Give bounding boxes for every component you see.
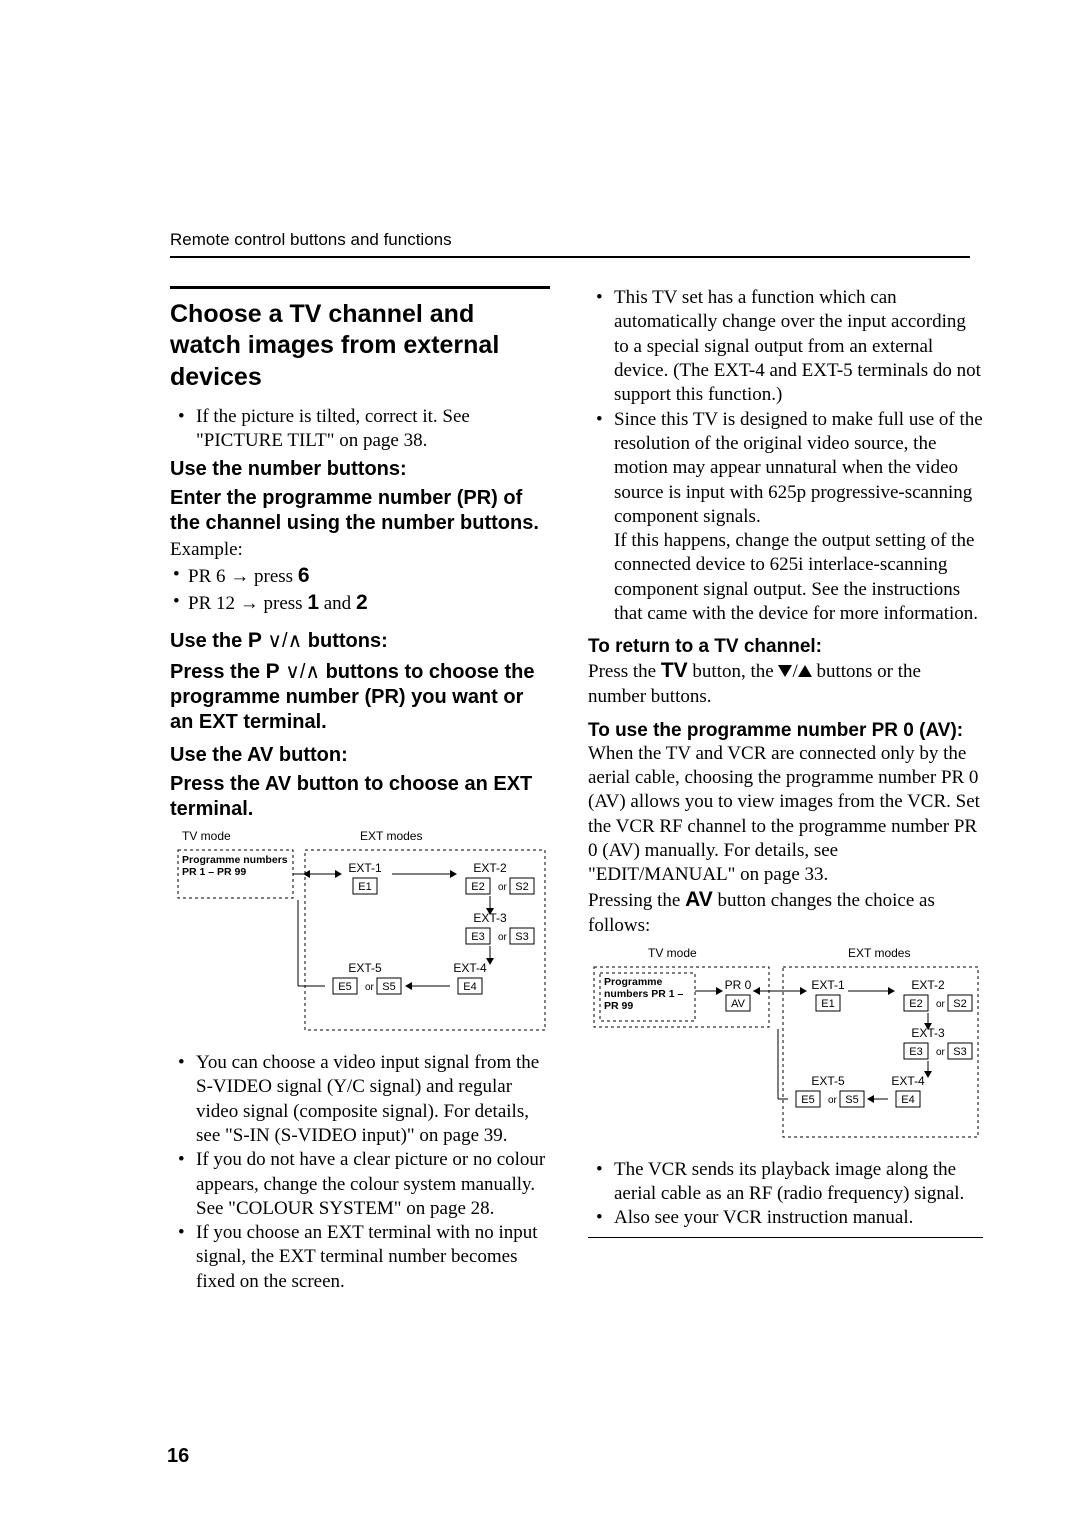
svg-text:E3: E3 (471, 931, 484, 943)
subheading-av-button: Press the AV button to choose an EXT ter… (170, 772, 550, 822)
svg-text:AV: AV (731, 998, 746, 1010)
pr0-para1: When the TV and VCR are connected only b… (588, 742, 983, 888)
note-progressive: Since this TV is designed to make full u… (614, 408, 983, 627)
svg-text:E5: E5 (801, 1094, 814, 1106)
svg-text:EXT-1: EXT-1 (811, 978, 845, 992)
section-rule (170, 286, 550, 289)
svg-text:S2: S2 (515, 881, 528, 893)
svg-text:or: or (498, 932, 508, 943)
svg-text:or: or (365, 982, 375, 993)
note-tilt: If the picture is tilted, correct it. Se… (196, 405, 550, 454)
example-2: PR 12 → press 1 and 2 (188, 590, 550, 617)
svg-text:EXT modes: EXT modes (848, 946, 910, 960)
svg-text:EXT-5: EXT-5 (348, 961, 382, 975)
heading-number-buttons: Use the number buttons: (170, 457, 550, 482)
svg-text:E2: E2 (909, 998, 922, 1010)
svg-text:E4: E4 (463, 981, 476, 993)
note-colour-system: If you do not have a clear picture or no… (196, 1148, 550, 1221)
heading-av-button: Use the AV button: (170, 743, 550, 768)
note-vcr-rf: The VCR sends its playback image along t… (614, 1158, 983, 1207)
svg-text:S3: S3 (515, 931, 528, 943)
svg-text:EXT-2: EXT-2 (911, 978, 945, 992)
svg-text:E5: E5 (338, 981, 351, 993)
note-svideo: You can choose a video input signal from… (196, 1051, 550, 1148)
svg-text:E3: E3 (909, 1046, 922, 1058)
svg-text:E4: E4 (901, 1094, 914, 1106)
svg-text:S3: S3 (953, 1046, 966, 1058)
note-auto-input: This TV set has a function which can aut… (614, 286, 983, 408)
svg-text:EXT modes: EXT modes (360, 829, 422, 843)
svg-text:or: or (498, 882, 508, 893)
note-ext-fixed: If you choose an EXT terminal with no in… (196, 1221, 550, 1294)
return-text: Press the TV button, the / buttons or th… (588, 658, 983, 709)
pr0-para2: Pressing the AV button changes the choic… (588, 887, 983, 938)
svg-text:EXT-1: EXT-1 (348, 861, 382, 875)
heading-pr0: To use the programme number PR 0 (AV): (588, 720, 983, 742)
svg-text:or: or (828, 1095, 838, 1106)
section-title: Choose a TV channel and watch images fro… (170, 299, 550, 393)
diagram-av-cycle-2: TV mode EXT modes Programme numbers PR 1… (588, 945, 983, 1150)
svg-text:S5: S5 (845, 1094, 858, 1106)
right-column: This TV set has a function which can aut… (588, 286, 983, 1294)
up-icon (798, 665, 812, 677)
down-icon (778, 665, 792, 677)
svg-text:EXT-4: EXT-4 (891, 1074, 925, 1088)
heading-return-tv: To return to a TV channel: (588, 636, 983, 658)
svg-text:TV mode: TV mode (182, 829, 231, 843)
svg-text:EXT-2: EXT-2 (473, 861, 507, 875)
svg-text:E1: E1 (358, 881, 371, 893)
svg-text:PR 0: PR 0 (725, 978, 752, 992)
header-rule (170, 256, 970, 258)
svg-text:or: or (936, 1047, 946, 1058)
subheading-number: Enter the programme number (PR) of the c… (170, 486, 550, 536)
svg-text:or: or (936, 999, 946, 1010)
svg-text:E1: E1 (821, 998, 834, 1010)
diagram-av-cycle-1: TV mode EXT modes Programme numbers PR 1… (170, 828, 550, 1043)
svg-text:S2: S2 (953, 998, 966, 1010)
svg-text:E2: E2 (471, 881, 484, 893)
heading-p-buttons: Use the P ∨/∧ buttons: (170, 628, 550, 654)
note-vcr-manual: Also see your VCR instruction manual. (614, 1206, 983, 1230)
svg-text:S5: S5 (382, 981, 395, 993)
left-column: Choose a TV channel and watch images fro… (170, 286, 550, 1294)
svg-text:TV mode: TV mode (648, 946, 697, 960)
page-number: 16 (167, 1445, 189, 1468)
svg-text:EXT-5: EXT-5 (811, 1074, 845, 1088)
svg-text:EXT-4: EXT-4 (453, 961, 487, 975)
section-header: Remote control buttons and functions (170, 230, 970, 250)
subheading-p-buttons: Press the P ∨/∧ buttons to choose the pr… (170, 659, 550, 735)
end-rule (588, 1237, 983, 1238)
example-label: Example: (170, 538, 550, 562)
example-1: PR 6 → press 6 (188, 563, 550, 590)
